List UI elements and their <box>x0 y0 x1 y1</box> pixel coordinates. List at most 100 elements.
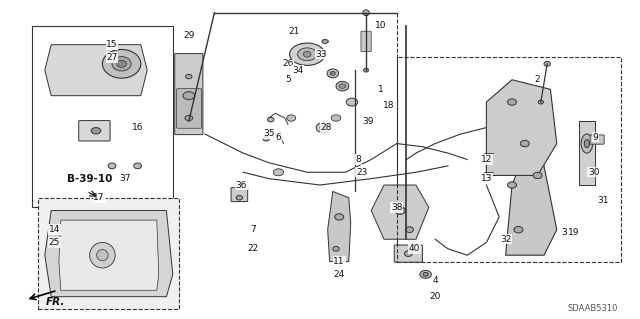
Text: 30: 30 <box>588 168 600 177</box>
Text: 28: 28 <box>321 123 332 132</box>
Ellipse shape <box>335 214 344 220</box>
Text: B-39-10: B-39-10 <box>67 174 113 184</box>
Ellipse shape <box>92 128 101 134</box>
Ellipse shape <box>108 163 116 169</box>
Polygon shape <box>486 80 557 175</box>
Text: 10: 10 <box>375 21 387 30</box>
Text: 13: 13 <box>481 174 492 183</box>
Bar <box>397 57 621 262</box>
Ellipse shape <box>520 140 529 147</box>
Ellipse shape <box>268 117 274 122</box>
Text: 7: 7 <box>250 225 255 234</box>
Ellipse shape <box>263 137 269 141</box>
Text: 19: 19 <box>568 228 580 237</box>
Text: 37: 37 <box>119 174 131 183</box>
Ellipse shape <box>183 92 195 100</box>
Ellipse shape <box>90 242 115 268</box>
Text: 21: 21 <box>289 27 300 36</box>
Text: 18: 18 <box>383 101 395 110</box>
Ellipse shape <box>97 249 108 261</box>
Ellipse shape <box>112 57 131 71</box>
Polygon shape <box>59 220 159 290</box>
Ellipse shape <box>298 48 317 61</box>
Text: 25: 25 <box>49 238 60 247</box>
Text: 38: 38 <box>391 203 403 212</box>
Text: 36: 36 <box>236 181 247 189</box>
FancyBboxPatch shape <box>177 89 202 128</box>
Text: 29: 29 <box>183 31 195 40</box>
Ellipse shape <box>186 74 192 79</box>
Ellipse shape <box>544 61 550 66</box>
Ellipse shape <box>363 10 369 16</box>
Ellipse shape <box>273 169 284 176</box>
Ellipse shape <box>330 71 335 75</box>
Ellipse shape <box>420 270 431 278</box>
Polygon shape <box>45 45 147 96</box>
Ellipse shape <box>333 246 339 251</box>
Text: 4: 4 <box>433 276 438 285</box>
Text: 23: 23 <box>356 168 367 177</box>
Ellipse shape <box>364 68 369 72</box>
Text: 34: 34 <box>292 66 303 75</box>
Text: 35: 35 <box>263 130 275 138</box>
Text: 20: 20 <box>429 292 441 301</box>
Text: 17: 17 <box>93 193 105 202</box>
Ellipse shape <box>332 115 341 121</box>
Text: 26: 26 <box>282 59 294 68</box>
Polygon shape <box>371 185 429 239</box>
Ellipse shape <box>508 182 516 188</box>
Ellipse shape <box>185 115 193 121</box>
FancyBboxPatch shape <box>590 135 604 144</box>
Text: 32: 32 <box>500 235 511 244</box>
Ellipse shape <box>287 115 296 121</box>
Ellipse shape <box>339 84 346 88</box>
Text: SDAAB5310: SDAAB5310 <box>567 304 618 313</box>
Text: 39: 39 <box>362 117 374 126</box>
FancyBboxPatch shape <box>361 31 371 52</box>
Text: 16: 16 <box>132 123 143 132</box>
Text: 6: 6 <box>276 133 281 142</box>
Ellipse shape <box>395 207 405 214</box>
Ellipse shape <box>320 125 326 130</box>
Bar <box>38 198 179 309</box>
FancyBboxPatch shape <box>231 188 248 202</box>
Text: 3: 3 <box>562 228 567 237</box>
Text: 5: 5 <box>285 75 291 84</box>
Text: 2: 2 <box>535 75 540 84</box>
Ellipse shape <box>327 69 339 78</box>
Text: 31: 31 <box>598 197 609 205</box>
Text: 40: 40 <box>409 244 420 253</box>
Bar <box>32 26 173 207</box>
Ellipse shape <box>346 98 358 106</box>
Ellipse shape <box>584 139 589 148</box>
Text: 22: 22 <box>247 244 259 253</box>
Ellipse shape <box>404 251 412 256</box>
Text: 8: 8 <box>356 155 361 164</box>
Polygon shape <box>579 121 595 185</box>
FancyBboxPatch shape <box>79 121 110 141</box>
Text: 15: 15 <box>106 40 118 49</box>
Text: 33: 33 <box>316 50 327 59</box>
Polygon shape <box>45 211 173 297</box>
Text: 27: 27 <box>106 53 118 62</box>
Ellipse shape <box>134 163 141 169</box>
Polygon shape <box>328 191 351 262</box>
Ellipse shape <box>236 196 243 200</box>
Ellipse shape <box>102 49 141 78</box>
Ellipse shape <box>289 43 325 65</box>
Ellipse shape <box>514 226 523 233</box>
Text: 24: 24 <box>333 270 345 279</box>
Ellipse shape <box>533 172 542 179</box>
Ellipse shape <box>406 227 413 233</box>
Ellipse shape <box>116 60 127 67</box>
Text: 12: 12 <box>481 155 492 164</box>
Text: 9: 9 <box>593 133 598 142</box>
Text: 11: 11 <box>333 257 345 266</box>
Ellipse shape <box>336 81 349 91</box>
Ellipse shape <box>508 99 516 105</box>
Text: 14: 14 <box>49 225 60 234</box>
Ellipse shape <box>423 272 428 276</box>
Ellipse shape <box>322 40 328 43</box>
Text: FR.: FR. <box>46 297 65 308</box>
FancyBboxPatch shape <box>394 245 422 262</box>
